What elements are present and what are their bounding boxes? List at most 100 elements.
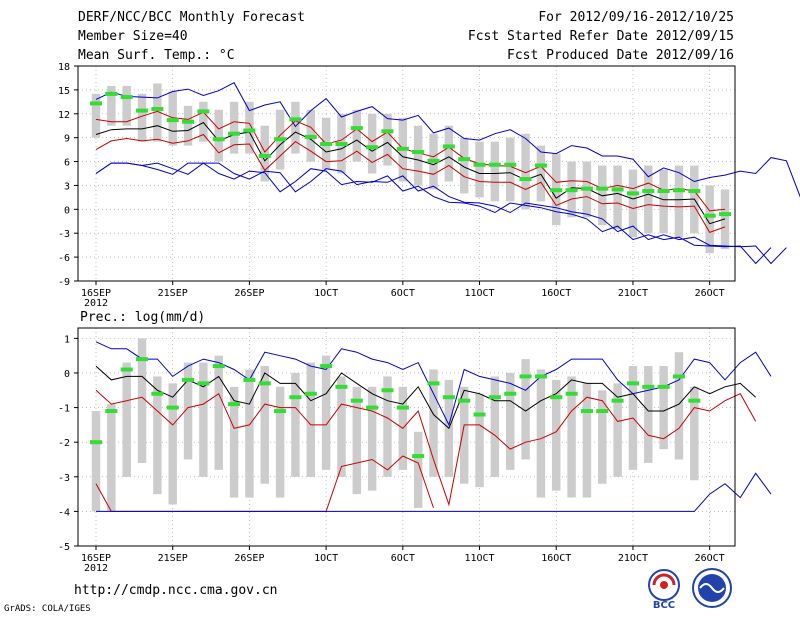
bcc-logo: BCC bbox=[648, 569, 680, 610]
ytick-label: 1 bbox=[64, 334, 70, 345]
ensemble-box bbox=[536, 369, 546, 498]
obs-marker bbox=[335, 142, 348, 147]
ensemble-box bbox=[506, 137, 515, 202]
obs-marker bbox=[136, 108, 149, 113]
ncc-logo bbox=[692, 568, 732, 608]
ensemble-box bbox=[536, 145, 546, 202]
obs-marker bbox=[565, 391, 578, 396]
xtick-label: 26OCT bbox=[695, 553, 725, 564]
ensemble-box bbox=[367, 113, 377, 174]
ensemble-box bbox=[291, 101, 300, 154]
ensemble-box bbox=[321, 355, 331, 470]
xtick-label: 26SEP bbox=[234, 288, 264, 299]
obs-marker bbox=[151, 107, 164, 111]
obs-marker bbox=[381, 388, 394, 393]
obs-marker bbox=[274, 409, 287, 414]
series-p25 bbox=[95, 389, 757, 507]
obs-marker bbox=[396, 405, 409, 410]
obs-marker bbox=[596, 409, 609, 414]
ensemble-box bbox=[260, 366, 269, 484]
ensemble-box bbox=[459, 137, 469, 194]
ensemble-box bbox=[475, 393, 484, 488]
obs-marker bbox=[243, 377, 256, 382]
ncc-logo-wave bbox=[699, 583, 725, 593]
ensemble-box bbox=[260, 125, 269, 182]
obs-marker bbox=[504, 391, 517, 396]
ensemble-box bbox=[91, 93, 101, 138]
obs-marker bbox=[105, 409, 118, 414]
ensemble-box bbox=[107, 404, 116, 512]
source-url[interactable]: http://cmdp.ncc.cma.gov.cn bbox=[74, 583, 278, 598]
ensemble-box bbox=[291, 372, 300, 477]
obs-marker bbox=[320, 364, 333, 369]
ensemble-box bbox=[275, 386, 285, 498]
obs-marker bbox=[565, 188, 578, 193]
ensemble-box bbox=[582, 383, 592, 498]
ensemble-box bbox=[659, 366, 668, 450]
ensemble-box bbox=[628, 169, 638, 238]
obs-marker bbox=[212, 364, 225, 369]
ensemble-box bbox=[352, 109, 362, 162]
obs-marker bbox=[534, 163, 547, 168]
ensemble-box bbox=[137, 93, 147, 142]
xtick-year: 2012 bbox=[84, 563, 108, 574]
series-median bbox=[95, 121, 726, 225]
ytick-label: -6 bbox=[58, 253, 70, 264]
ensemble-box bbox=[567, 376, 576, 498]
ensemble-box bbox=[214, 109, 223, 162]
prec-label: Prec.: log(mm/d) bbox=[80, 310, 206, 325]
obs-marker bbox=[488, 395, 501, 400]
obs-marker bbox=[320, 142, 333, 147]
obs-marker bbox=[458, 157, 471, 162]
obs-marker bbox=[688, 398, 701, 403]
obs-marker bbox=[197, 381, 210, 386]
xtick-label: 11OCT bbox=[464, 553, 494, 564]
obs-marker bbox=[473, 412, 486, 417]
series-min bbox=[96, 472, 772, 512]
xtick-year: 2012 bbox=[84, 298, 108, 309]
obs-marker bbox=[120, 95, 133, 100]
ncc-logo-ring bbox=[692, 568, 732, 608]
obs-marker bbox=[396, 146, 409, 151]
ensemble-box bbox=[214, 355, 223, 470]
obs-marker bbox=[427, 158, 440, 163]
ytick-label: 6 bbox=[64, 158, 70, 169]
obs-marker bbox=[228, 402, 241, 407]
ensemble-box bbox=[613, 383, 622, 477]
bcc-logo-arc bbox=[652, 573, 676, 586]
obs-marker bbox=[166, 118, 179, 123]
ensemble-box bbox=[337, 376, 346, 477]
produced-date: Fcst Produced Date 2012/09/16 bbox=[507, 48, 734, 63]
xtick-label: 26SEP bbox=[234, 553, 264, 564]
obs-marker bbox=[350, 126, 363, 131]
obs-marker bbox=[626, 381, 639, 386]
ensemble-box bbox=[459, 386, 469, 484]
obs-marker bbox=[258, 153, 271, 158]
ytick-label: -3 bbox=[58, 229, 70, 240]
obs-marker bbox=[657, 189, 670, 194]
ensemble-box bbox=[490, 376, 500, 477]
obs-marker bbox=[611, 187, 624, 192]
obs-marker bbox=[580, 186, 593, 191]
xtick-label: 6OCT bbox=[391, 553, 415, 564]
obs-marker bbox=[274, 137, 287, 142]
forecast-period: For 2012/09/16-2012/10/25 bbox=[538, 10, 734, 25]
ensemble-box bbox=[229, 101, 239, 154]
bcc-logo-text: BCC bbox=[653, 600, 675, 610]
ensemble-box bbox=[153, 83, 162, 142]
xtick-label: 21SEP bbox=[158, 553, 188, 564]
xtick-label: 16OCT bbox=[541, 288, 571, 299]
ytick-label: 18 bbox=[58, 62, 70, 73]
xtick-label: 6OCT bbox=[391, 288, 415, 299]
ensemble-box bbox=[91, 411, 101, 512]
ensemble-box bbox=[306, 362, 315, 477]
xtick-label: 16OCT bbox=[541, 553, 571, 564]
ensemble-box bbox=[245, 369, 254, 498]
obs-marker bbox=[228, 131, 241, 136]
obs-marker bbox=[442, 144, 455, 149]
obs-marker bbox=[550, 395, 563, 400]
variable-label: Mean Surf. Temp.: °C bbox=[78, 48, 235, 63]
ensemble-box bbox=[122, 362, 131, 477]
bcc-logo-ring bbox=[648, 569, 680, 601]
obs-marker bbox=[366, 145, 379, 150]
